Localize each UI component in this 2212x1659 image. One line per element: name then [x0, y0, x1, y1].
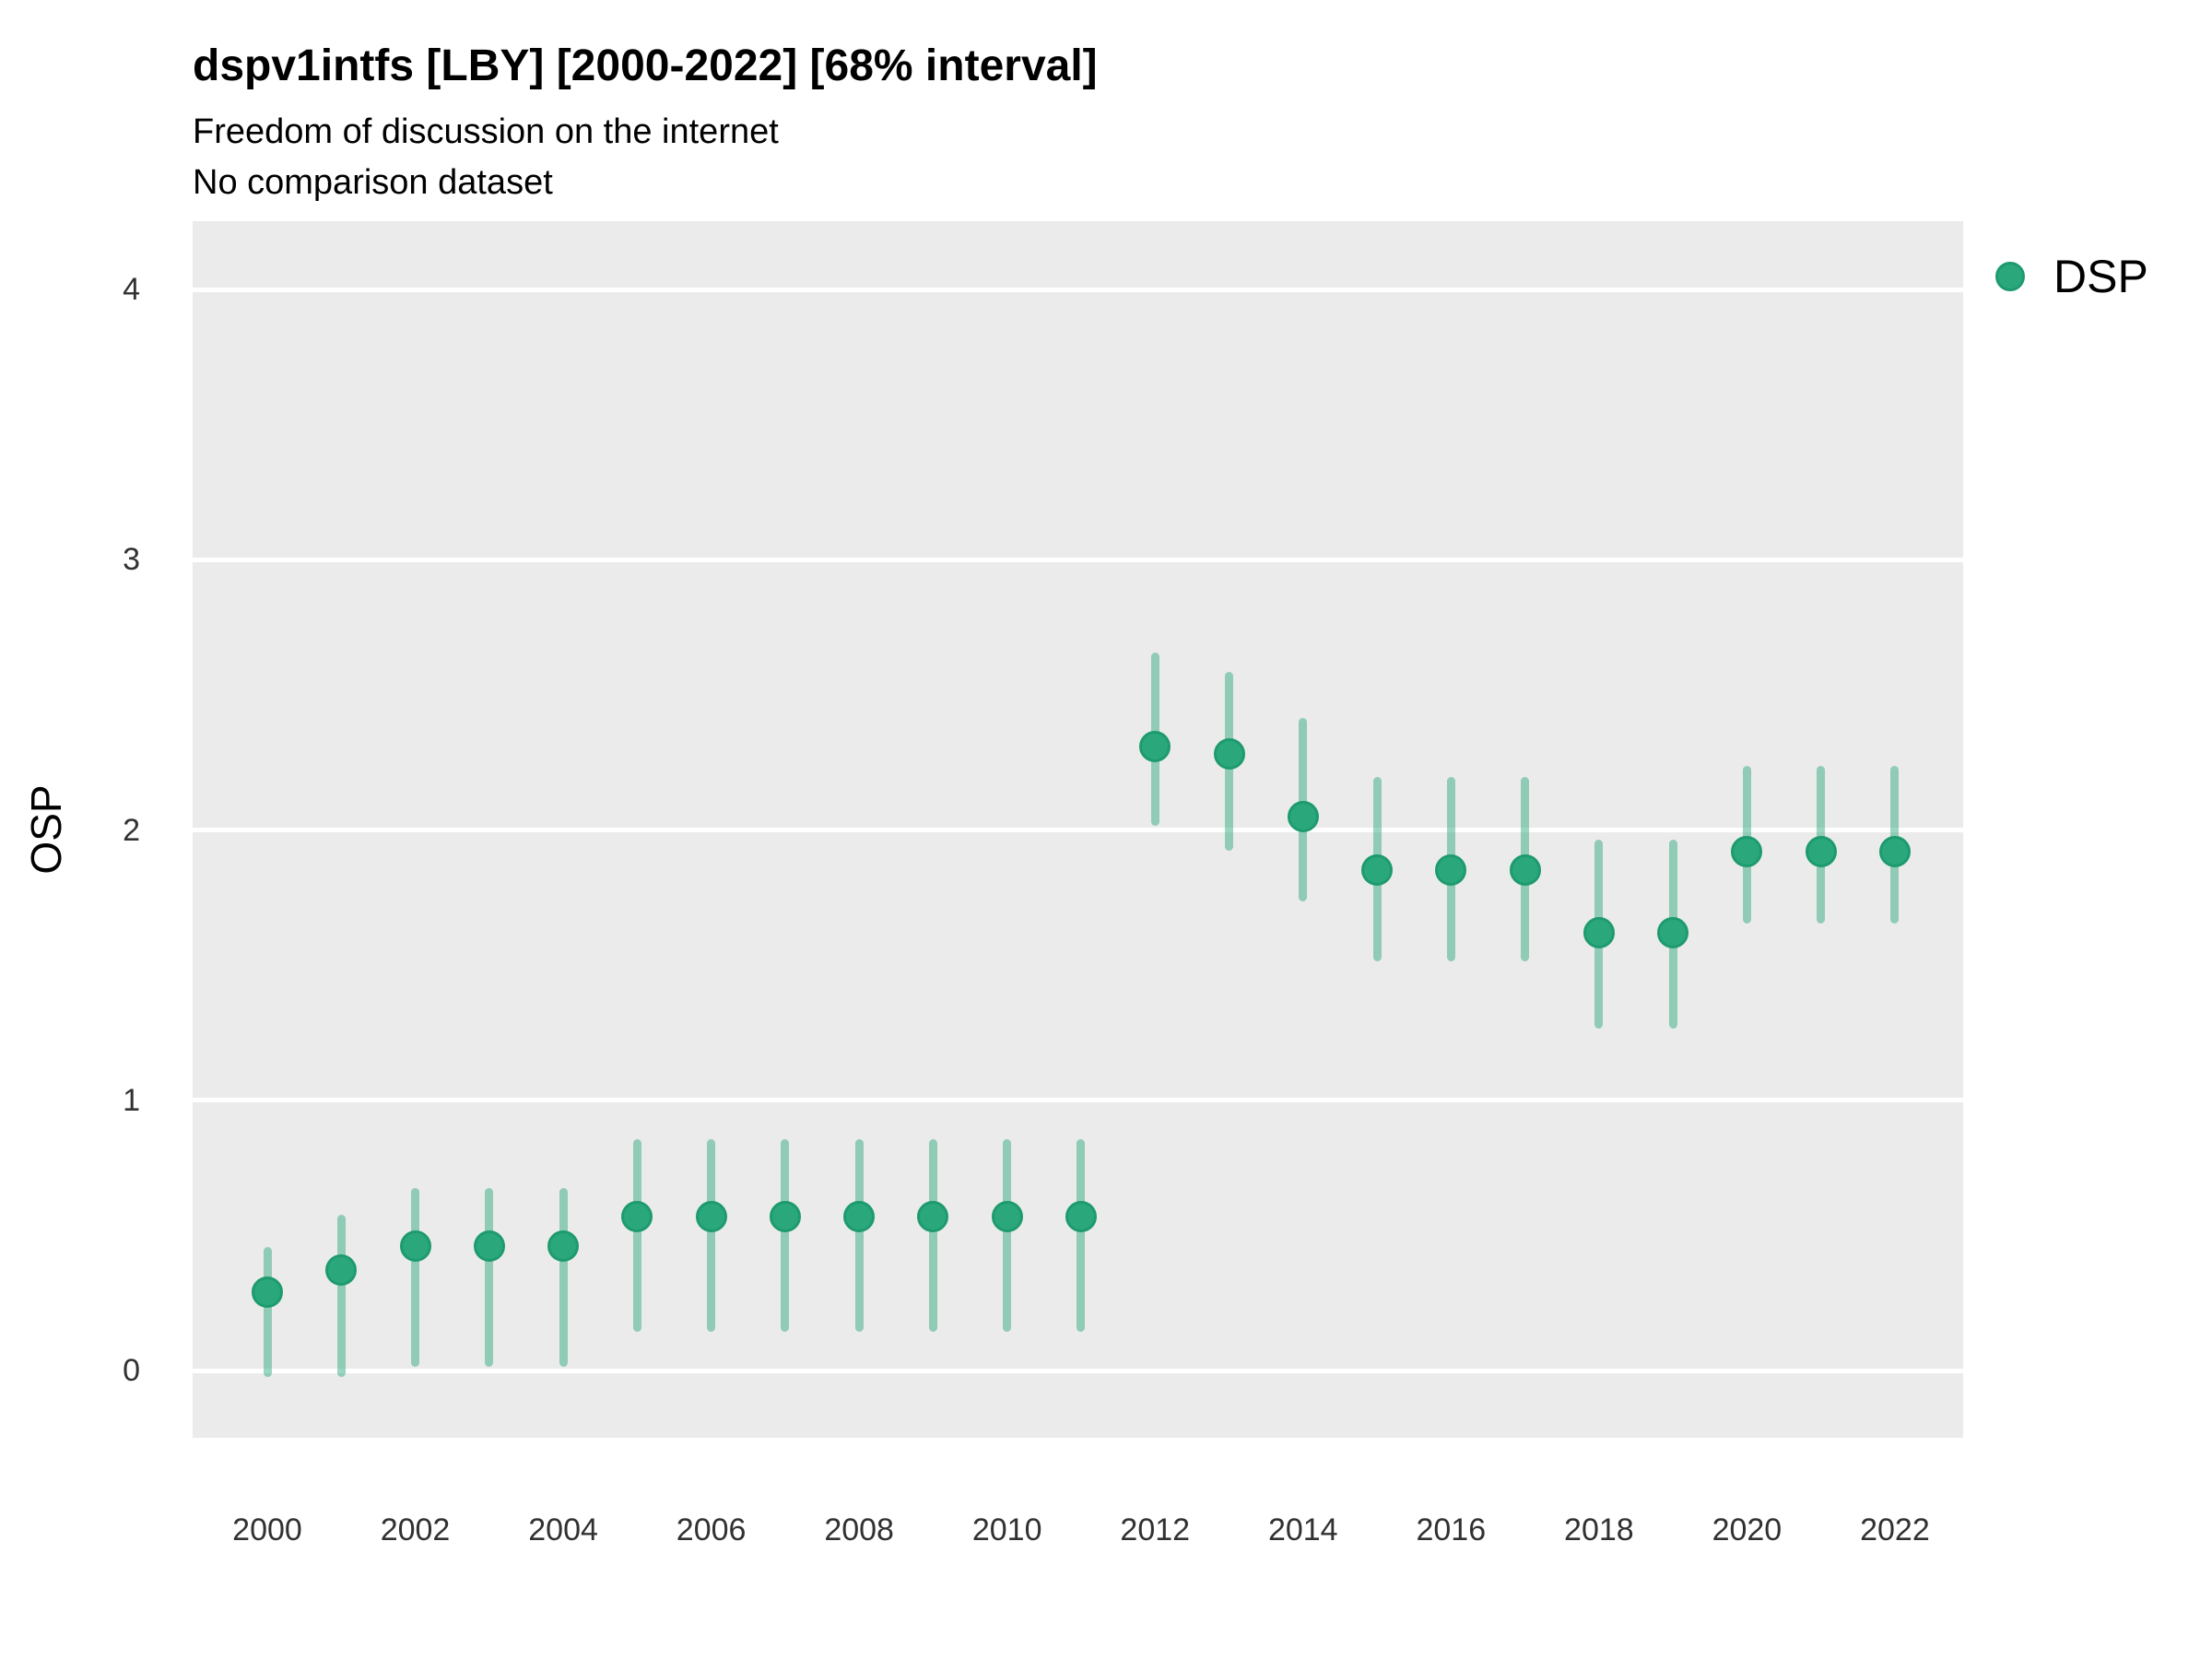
interval-bar-2010: [1003, 1139, 1012, 1332]
x-tick-label-2016: 2016: [1416, 1512, 1487, 1547]
y-tick-label-2: 2: [123, 812, 140, 848]
interval-bar-2002: [411, 1187, 420, 1367]
point-2020: [1731, 835, 1763, 867]
y-tick-label-0: 0: [123, 1353, 140, 1388]
point-2018: [1583, 916, 1615, 948]
x-tick-label-2014: 2014: [1267, 1512, 1338, 1547]
x-tick-label-2006: 2006: [676, 1512, 747, 1547]
gridline-y-3: [193, 557, 1963, 562]
point-2015: [1361, 854, 1394, 887]
point-2009: [917, 1200, 949, 1232]
x-tick-label-2000: 2000: [232, 1512, 302, 1547]
point-2007: [769, 1200, 801, 1232]
interval-bar-2006: [707, 1139, 716, 1332]
interval-bar-2001: [336, 1215, 346, 1378]
subtitle-line-1: Freedom of discussion on the internet: [193, 112, 779, 151]
interval-bar-2007: [781, 1139, 790, 1332]
x-tick-label-2008: 2008: [824, 1512, 894, 1547]
legend-point-icon: [1995, 262, 2025, 291]
chart-subtitle: Freedom of discussion on the internet No…: [193, 107, 779, 208]
gridline-y-0: [193, 1368, 1963, 1373]
point-2000: [252, 1276, 283, 1308]
plot-panel: [193, 221, 1963, 1438]
gridline-y-1: [193, 1098, 1963, 1103]
x-tick-label-2002: 2002: [380, 1512, 451, 1547]
x-tick-label-2020: 2020: [1712, 1512, 1783, 1547]
point-2010: [991, 1200, 1023, 1232]
point-2012: [1139, 730, 1171, 762]
point-2008: [843, 1200, 876, 1232]
interval-bar-2000: [263, 1247, 272, 1378]
subtitle-line-2: No comparison dataset: [193, 163, 553, 202]
point-2004: [547, 1230, 580, 1263]
point-2005: [621, 1200, 653, 1232]
gridline-y-2: [193, 828, 1963, 832]
point-2002: [399, 1230, 431, 1263]
interval-bar-2005: [632, 1139, 641, 1332]
interval-bar-2009: [928, 1139, 937, 1332]
interval-bar-2011: [1077, 1139, 1086, 1332]
point-2011: [1065, 1200, 1097, 1232]
interval-bar-2003: [485, 1187, 494, 1367]
point-2016: [1435, 854, 1467, 887]
point-2014: [1287, 800, 1319, 832]
x-tick-label-2018: 2018: [1564, 1512, 1634, 1547]
point-2006: [695, 1200, 727, 1232]
page-title: dspv1intfs [LBY] [2000-2022] [68% interv…: [193, 41, 1098, 90]
point-2003: [473, 1230, 505, 1263]
point-2013: [1213, 738, 1245, 771]
point-2001: [325, 1254, 358, 1287]
x-tick-label-2022: 2022: [1860, 1512, 1930, 1547]
point-2022: [1878, 835, 1911, 867]
y-tick-label-4: 4: [123, 272, 140, 307]
gridline-y-4: [193, 287, 1963, 292]
y-tick-label-1: 1: [123, 1082, 140, 1118]
point-2017: [1509, 854, 1541, 887]
point-2021: [1805, 835, 1837, 867]
interval-bar-2004: [559, 1187, 568, 1367]
point-2019: [1657, 916, 1689, 948]
legend-label: DSP: [2053, 251, 2148, 302]
interval-bar-2008: [854, 1139, 864, 1332]
x-tick-label-2010: 2010: [971, 1512, 1042, 1547]
x-tick-label-2012: 2012: [1120, 1512, 1191, 1547]
x-tick-label-2004: 2004: [528, 1512, 598, 1547]
y-tick-label-3: 3: [123, 542, 140, 578]
